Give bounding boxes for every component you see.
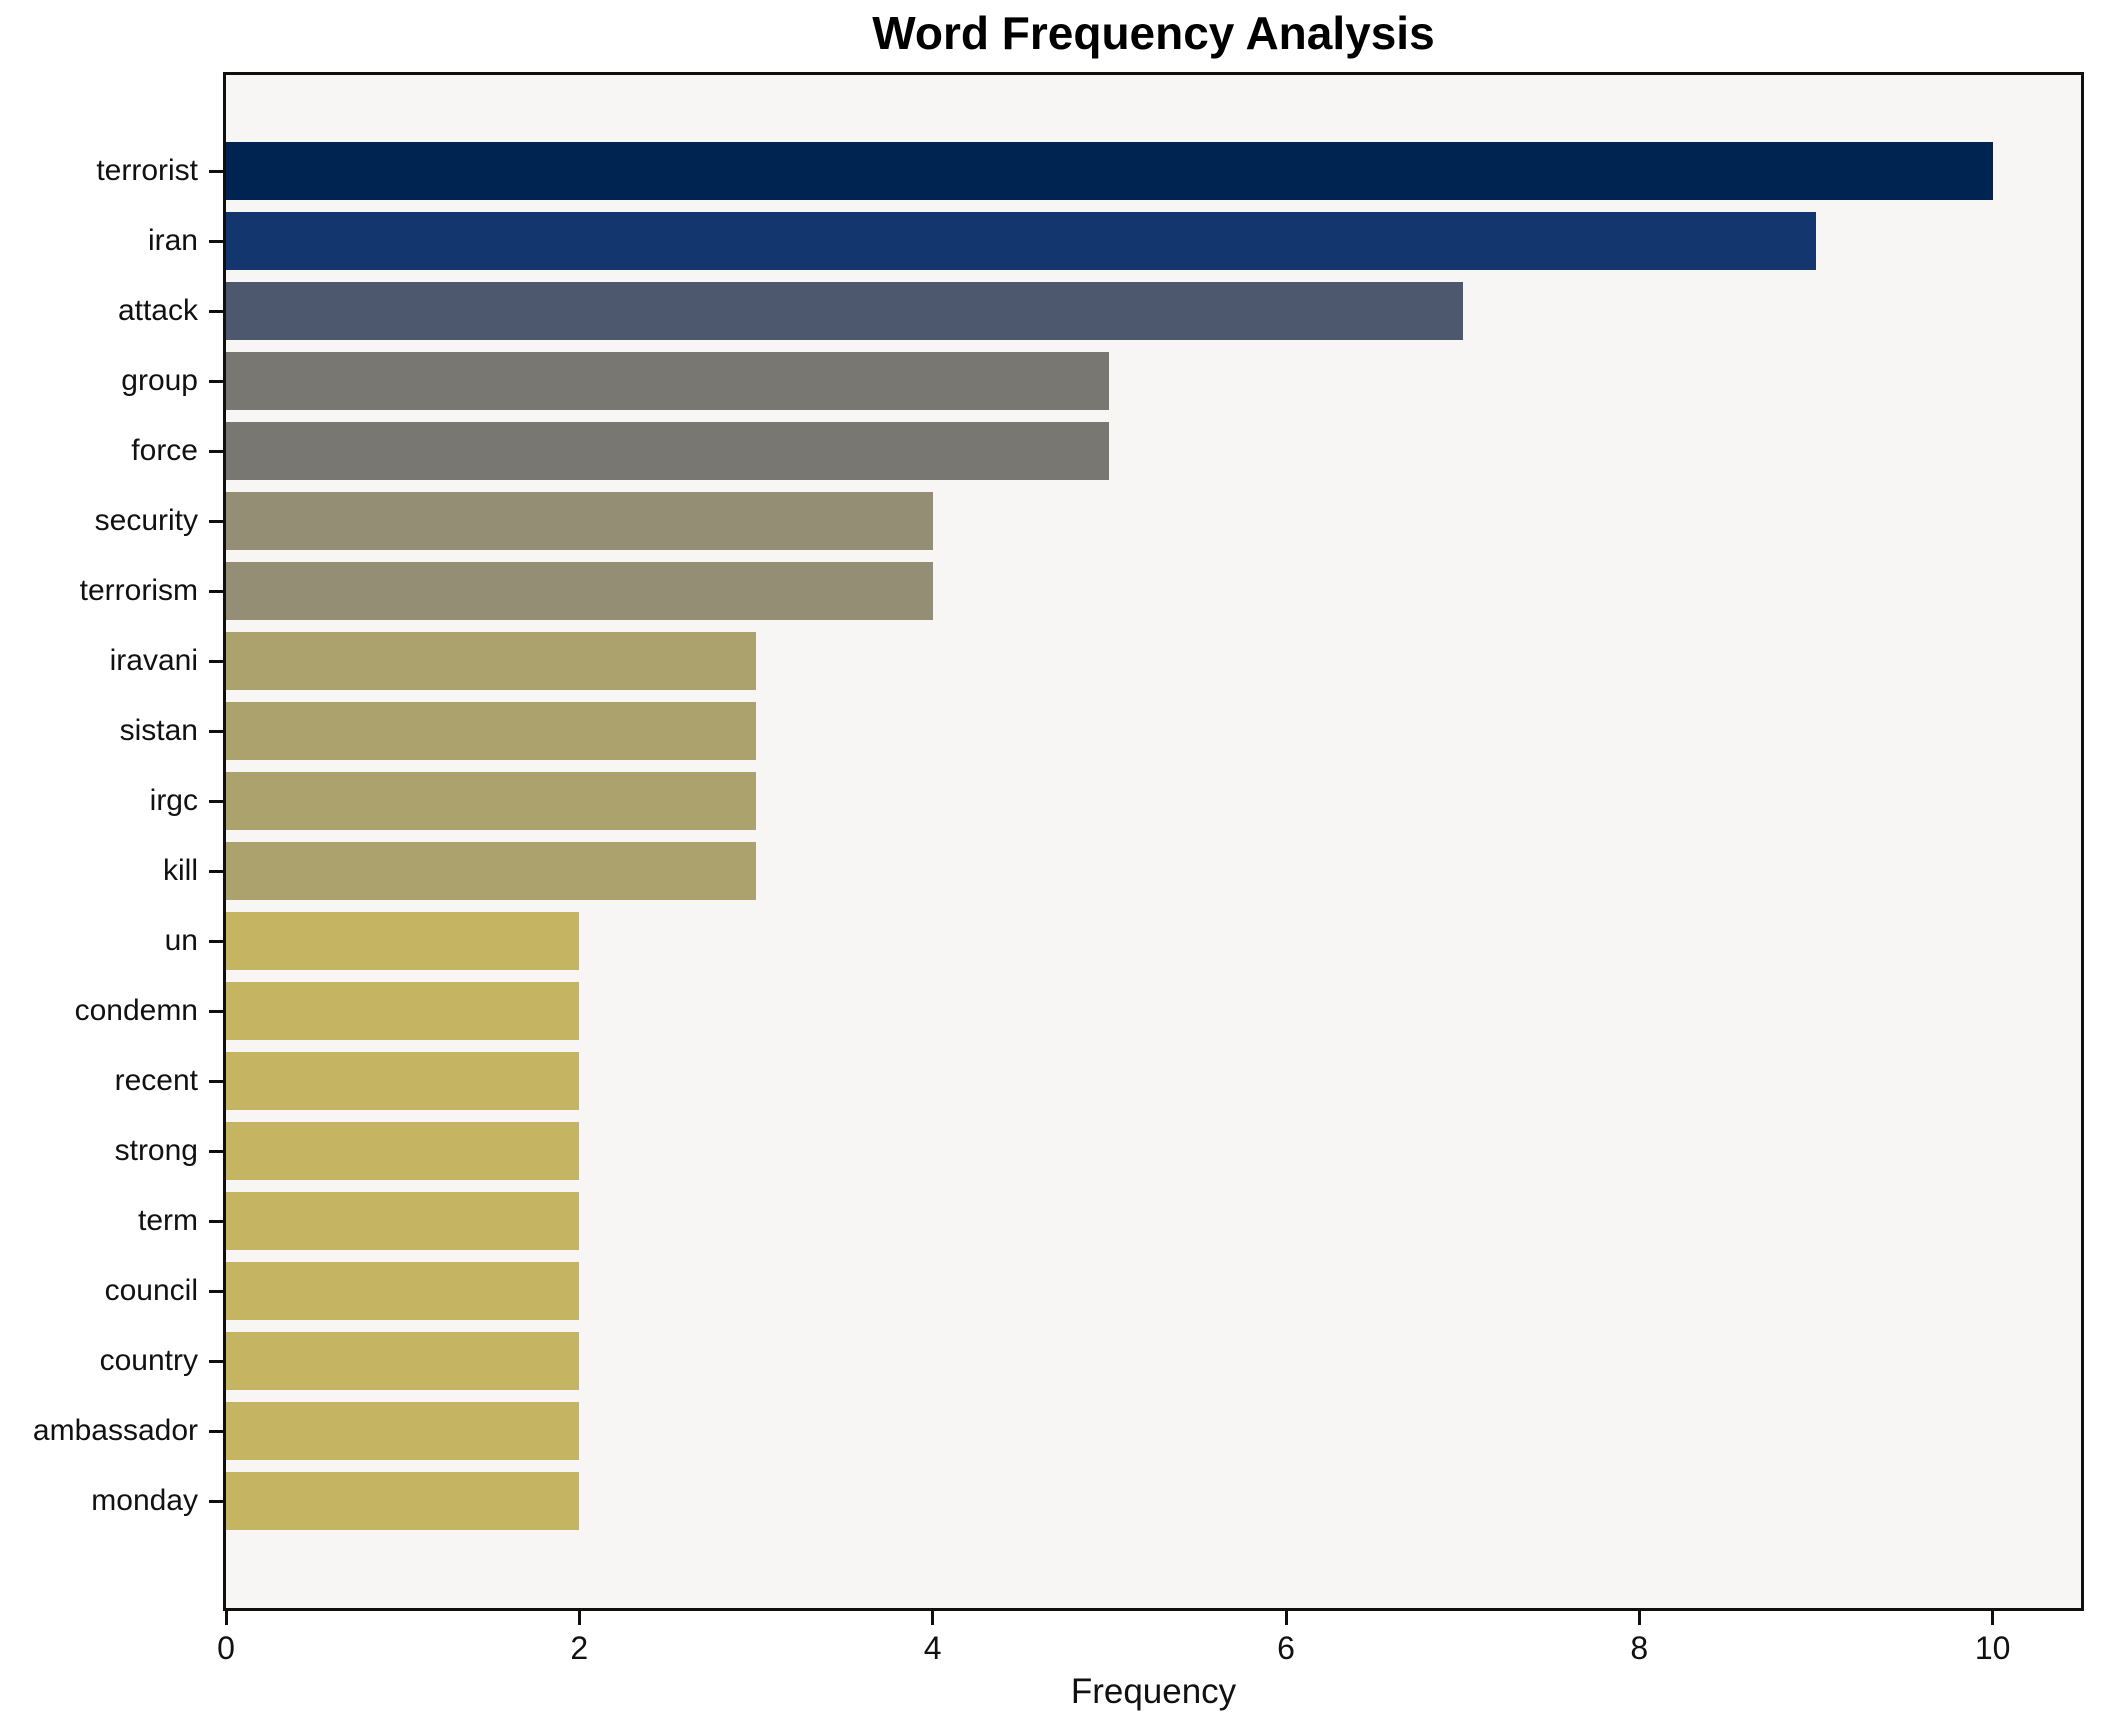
- x-tick-8: [1637, 1611, 1641, 1625]
- y-axis-label-terrorism: terrorism: [79, 574, 198, 607]
- y-tick-strong: [209, 1149, 223, 1153]
- y-axis-label-council: council: [104, 1274, 198, 1307]
- bar-un: [226, 912, 580, 970]
- bar-term: [226, 1192, 580, 1250]
- bar-irgc: [226, 772, 756, 830]
- bar-attack: [226, 282, 1463, 340]
- x-tick-label-10: 10: [1974, 1630, 2011, 1666]
- y-axis-label-attack: attack: [117, 294, 198, 327]
- y-tick-monday: [209, 1499, 223, 1503]
- y-tick-kill: [209, 869, 223, 873]
- y-tick-term: [209, 1219, 223, 1223]
- bar-kill: [226, 842, 756, 900]
- y-axis-label-un: un: [164, 924, 198, 957]
- bar-force: [226, 422, 1110, 480]
- bar-terrorist: [226, 142, 1993, 200]
- y-axis-label-terrorist: terrorist: [96, 154, 198, 187]
- y-axis-label-group: group: [121, 364, 198, 397]
- y-axis-label-iran: iran: [147, 224, 198, 257]
- y-tick-iran: [209, 239, 223, 243]
- y-tick-un: [209, 939, 223, 943]
- x-tick-0: [224, 1611, 228, 1625]
- x-tick-label-6: 6: [1277, 1630, 1295, 1666]
- x-axis-title: Frequency: [1070, 1672, 1237, 1711]
- y-tick-force: [209, 449, 223, 453]
- y-tick-iravani: [209, 659, 223, 663]
- y-tick-terrorism: [209, 589, 223, 593]
- y-tick-ambassador: [209, 1429, 223, 1433]
- y-axis-label-recent: recent: [114, 1064, 198, 1097]
- y-axis-label-sistan: sistan: [119, 714, 198, 747]
- x-tick-6: [1284, 1611, 1288, 1625]
- bar-ambassador: [226, 1402, 580, 1460]
- y-tick-terrorist: [209, 169, 223, 173]
- chart-title: Word Frequency Analysis: [872, 7, 1435, 59]
- bar-sistan: [226, 702, 756, 760]
- y-axis-label-kill: kill: [163, 854, 198, 887]
- y-axis-label-strong: strong: [114, 1134, 198, 1167]
- y-tick-irgc: [209, 799, 223, 803]
- bar-group: [226, 352, 1110, 410]
- x-tick-2: [577, 1611, 581, 1625]
- bar-recent: [226, 1052, 580, 1110]
- y-tick-condemn: [209, 1009, 223, 1013]
- bar-strong: [226, 1122, 580, 1180]
- bar-terrorism: [226, 562, 933, 620]
- x-tick-label-4: 4: [923, 1630, 942, 1666]
- bar-country: [226, 1332, 580, 1390]
- x-tick-label-8: 8: [1630, 1630, 1649, 1666]
- bar-condemn: [226, 982, 580, 1040]
- bar-council: [226, 1262, 580, 1320]
- y-axis-label-ambassador: ambassador: [32, 1414, 198, 1447]
- y-axis-label-security: security: [94, 504, 198, 537]
- y-axis-label-irgc: irgc: [149, 784, 198, 817]
- y-tick-security: [209, 519, 223, 523]
- bar-monday: [226, 1472, 580, 1530]
- y-axis-label-force: force: [131, 434, 198, 467]
- x-tick-10: [1991, 1611, 1995, 1625]
- y-axis-label-condemn: condemn: [74, 994, 198, 1027]
- y-tick-sistan: [209, 729, 223, 733]
- y-axis-label-monday: monday: [91, 1484, 198, 1517]
- bar-iravani: [226, 632, 756, 690]
- y-axis-label-country: country: [99, 1344, 198, 1377]
- y-tick-group: [209, 379, 223, 383]
- y-tick-country: [209, 1359, 223, 1363]
- y-tick-attack: [209, 309, 223, 313]
- x-tick-4: [931, 1611, 935, 1625]
- y-axis-label-iravani: iravani: [109, 644, 198, 677]
- x-tick-label-0: 0: [217, 1630, 235, 1666]
- bar-security: [226, 492, 933, 550]
- y-tick-recent: [209, 1079, 223, 1083]
- x-tick-label-2: 2: [570, 1630, 589, 1666]
- y-axis-label-term: term: [138, 1204, 198, 1237]
- y-tick-council: [209, 1289, 223, 1293]
- plot-area: [223, 72, 2084, 1611]
- bar-iran: [226, 212, 1816, 270]
